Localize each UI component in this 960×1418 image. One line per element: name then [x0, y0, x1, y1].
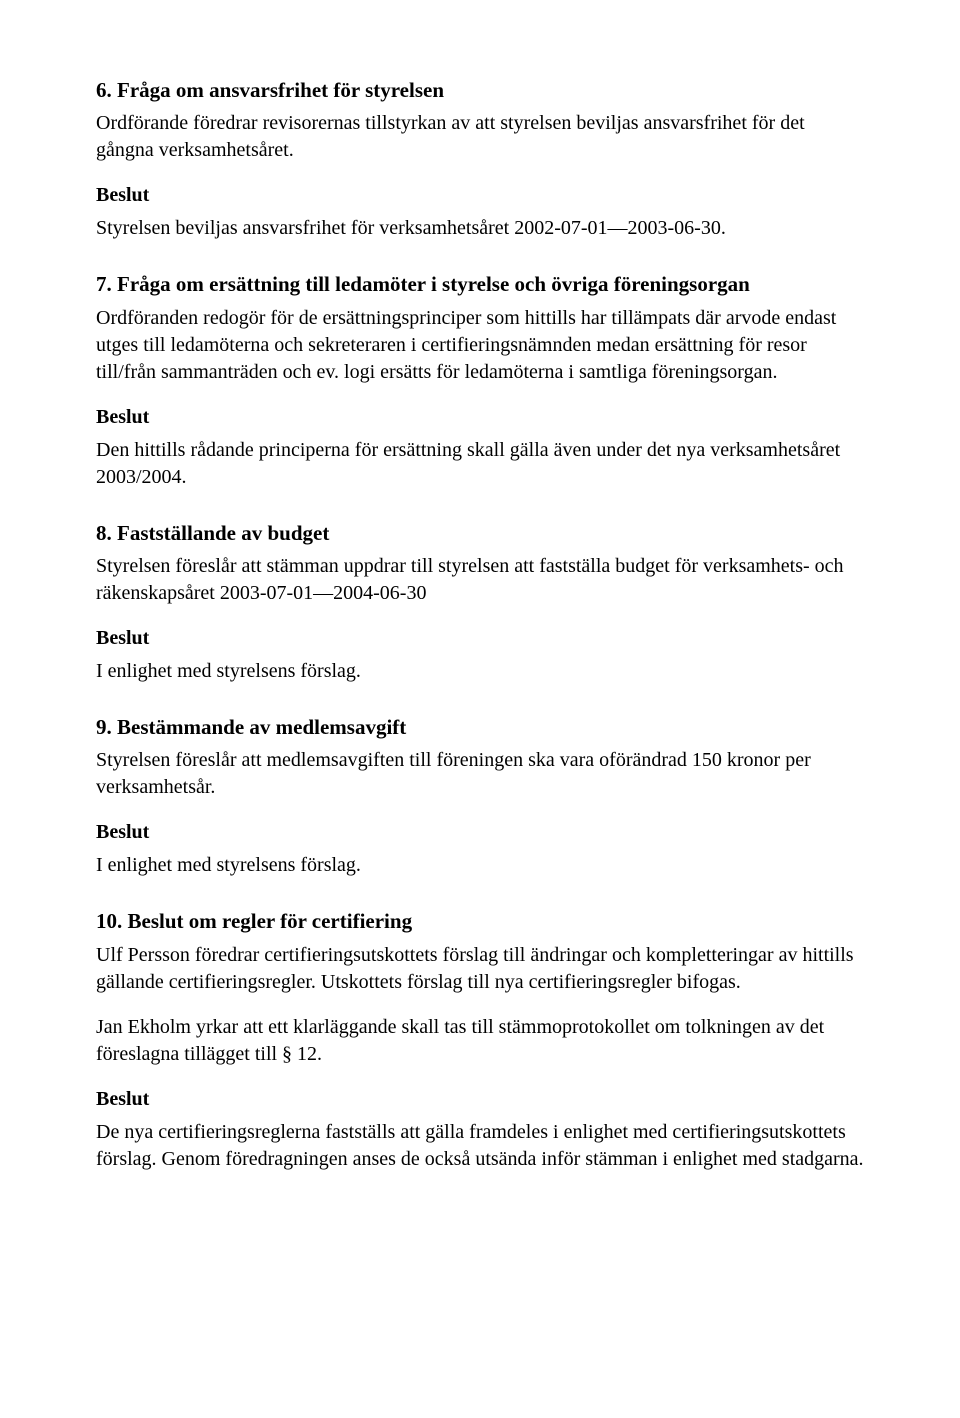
- section-8-heading: 8. Fastställande av budget: [96, 519, 864, 547]
- section-6-beslut-label: Beslut: [96, 182, 864, 209]
- document-page: 6. Fråga om ansvarsfrihet för styrelsen …: [0, 0, 960, 1227]
- section-7-beslut-label: Beslut: [96, 404, 864, 431]
- section-9-heading: 9. Bestämmande av medlemsavgift: [96, 713, 864, 741]
- section-10-heading: 10. Beslut om regler för certifiering: [96, 907, 864, 935]
- section-10-paragraph-2: Jan Ekholm yrkar att ett klarläggande sk…: [96, 1014, 864, 1068]
- spacer: [96, 1002, 864, 1014]
- section-8-paragraph-2: I enlighet med styrelsens förslag.: [96, 658, 864, 685]
- section-9-paragraph-2: I enlighet med styrelsens förslag.: [96, 852, 864, 879]
- section-10-paragraph-1: Ulf Persson föredrar certifieringsutskot…: [96, 942, 864, 996]
- section-7-paragraph-1: Ordföranden redogör för de ersättningspr…: [96, 305, 864, 386]
- section-9-paragraph-1: Styrelsen föreslår att medlemsavgiften t…: [96, 747, 864, 801]
- section-8-paragraph-1: Styrelsen föreslår att stämman uppdrar t…: [96, 553, 864, 607]
- section-6-paragraph-1: Ordförande föredrar revisorernas tillsty…: [96, 110, 864, 164]
- section-9-beslut-label: Beslut: [96, 819, 864, 846]
- section-6-heading: 6. Fråga om ansvarsfrihet för styrelsen: [96, 76, 864, 104]
- section-7-heading: 7. Fråga om ersättning till ledamöter i …: [96, 270, 864, 298]
- section-7-paragraph-2: Den hittills rådande principerna för ers…: [96, 437, 864, 491]
- section-6-paragraph-2: Styrelsen beviljas ansvarsfrihet för ver…: [96, 215, 864, 242]
- section-10-beslut-label: Beslut: [96, 1086, 864, 1113]
- section-8-beslut-label: Beslut: [96, 625, 864, 652]
- section-10-paragraph-3: De nya certifieringsreglerna fastställs …: [96, 1119, 864, 1173]
